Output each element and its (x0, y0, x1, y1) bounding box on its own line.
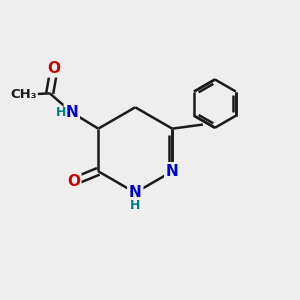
Text: N: N (65, 105, 78, 120)
Text: O: O (48, 61, 61, 76)
Text: N: N (129, 185, 142, 200)
Text: H: H (130, 199, 140, 212)
Text: O: O (67, 174, 80, 189)
Text: CH₃: CH₃ (10, 88, 37, 101)
Text: H: H (56, 106, 66, 119)
Text: N: N (166, 164, 178, 179)
